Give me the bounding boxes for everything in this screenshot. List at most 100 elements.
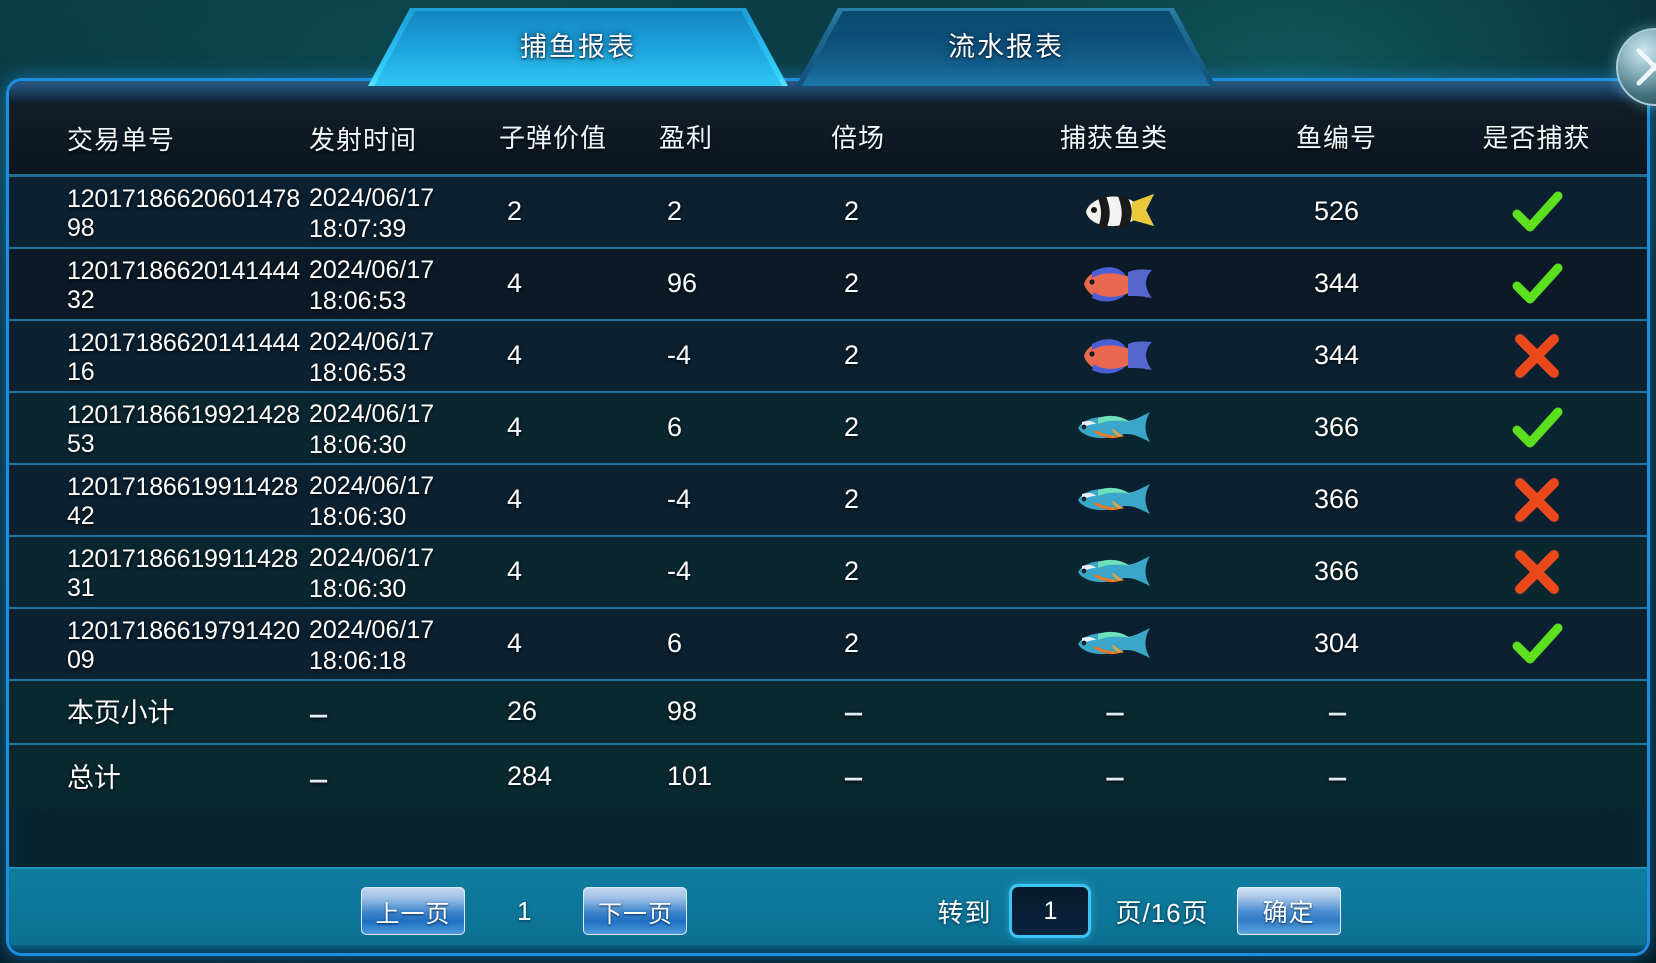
column-header-profit: 盈利 [659, 123, 714, 153]
tab-shape-active [368, 8, 788, 86]
cell-transaction-id: 1201718662014144432 [67, 257, 300, 314]
cross-icon [1509, 544, 1565, 600]
cell-is-caught [1434, 472, 1639, 528]
cell-fire-clock: 18:06:30 [309, 503, 407, 531]
cell-bullet-value: 4 [507, 412, 523, 443]
cell-profit: 6 [667, 412, 683, 443]
current-page-indicator: 1 [517, 895, 532, 926]
summary-fish-dash: --- [1105, 698, 1125, 725]
table-summary: 本页小计 --- 26 98 --- --- --- 总计 --- 284 101 --- --- --- [9, 681, 1647, 809]
column-header-fish-caught: 捕获鱼类 [1059, 123, 1168, 153]
summary-bullet-total: 26 [507, 696, 538, 727]
summary-profit-total: 101 [667, 761, 713, 792]
close-button[interactable] [1616, 28, 1656, 106]
guppyfish-icon [1068, 618, 1160, 670]
column-header-fish-number: 鱼编号 [1295, 123, 1377, 153]
check-icon [1509, 256, 1565, 312]
cell-fire-date: 2024/06/17 [309, 471, 435, 500]
cell-multiplier: 2 [844, 268, 860, 299]
tab-label-fishing-report: 捕鱼报表 [520, 31, 636, 62]
cell-bullet-value: 4 [507, 268, 523, 299]
table-summary-row: 总计 --- 284 101 --- --- --- [9, 745, 1647, 809]
table-row[interactable]: 1201718661979142009 2024/06/17 18:06:18 4 6 2… [9, 609, 1647, 681]
bettafish-icon [1068, 258, 1160, 310]
cell-fire-time: 2024/06/17 18:06:53 [309, 323, 479, 390]
column-header-transaction-id: 交易单号 [67, 124, 176, 155]
cell-fire-clock: 18:07:39 [309, 215, 407, 243]
cell-fish-image [989, 546, 1239, 598]
summary-profit-total: 98 [667, 696, 698, 727]
cell-transaction-id: 1201718662060147898 [67, 185, 300, 242]
cell-fish-image [989, 474, 1239, 526]
cell-fire-clock: 18:06:53 [309, 287, 407, 315]
cell-fire-date: 2024/06/17 [309, 399, 435, 428]
table-row[interactable]: 1201718662014144416 2024/06/17 18:06:53 4 -4… [9, 321, 1647, 393]
cell-transaction-id: 1201718661992142853 [67, 401, 300, 458]
cell-fire-date: 2024/06/17 [309, 255, 435, 284]
report-table: 交易单号 发射时间 子弹价值 盈利 倍场 捕获鱼类 鱼编号 是否捕获 12017… [9, 103, 1647, 809]
cell-bullet-value: 4 [507, 340, 523, 371]
guppyfish-icon [1068, 402, 1160, 454]
cell-bullet-value: 4 [507, 556, 523, 587]
cell-bullet-value: 4 [507, 484, 523, 515]
cell-fire-date: 2024/06/17 [309, 543, 435, 572]
tab-label-transaction-report: 流水报表 [948, 31, 1064, 62]
summary-label: 总计 [67, 763, 121, 794]
cell-multiplier: 2 [844, 196, 860, 227]
cell-is-caught [1434, 400, 1639, 456]
cell-fire-time: 2024/06/17 18:06:18 [309, 611, 479, 678]
cell-fish-image [989, 402, 1239, 454]
cell-profit: 2 [667, 196, 683, 227]
summary-time-dash: --- [309, 700, 328, 727]
cell-fish-number: 366 [1313, 484, 1360, 515]
cell-profit: -4 [667, 556, 692, 587]
next-page-button[interactable]: 下一页 [583, 887, 688, 935]
cell-fire-time: 2024/06/17 18:06:30 [309, 539, 479, 606]
table-row[interactable]: 1201718661992142853 2024/06/17 18:06:30 4 6 2… [9, 393, 1647, 465]
cell-fire-clock: 18:06:53 [309, 359, 407, 387]
tab-fishing-report[interactable]: 捕鱼报表 [368, 8, 788, 86]
table-row[interactable]: 1201718662014144432 2024/06/17 18:06:53 4 96… [9, 249, 1647, 321]
tab-transaction-report[interactable]: 流水报表 [796, 8, 1216, 86]
cell-profit: -4 [667, 484, 692, 515]
check-icon [1509, 616, 1565, 672]
angelfish-icon [1068, 186, 1160, 238]
cell-profit: 96 [667, 268, 698, 299]
cell-fish-number: 366 [1313, 412, 1360, 443]
table-header-row: 交易单号 发射时间 子弹价值 盈利 倍场 捕获鱼类 鱼编号 是否捕获 [9, 103, 1647, 177]
tab-bar: 捕鱼报表 流水报表 [0, 0, 1656, 86]
table-body: 1201718662060147898 2024/06/17 18:07:39 2 2 2… [9, 177, 1647, 681]
cell-fire-time: 2024/06/17 18:06:53 [309, 251, 479, 318]
summary-bullet-total: 284 [507, 761, 553, 792]
table-row[interactable]: 1201718661991142842 2024/06/17 18:06:30 4 -4… [9, 465, 1647, 537]
cell-fire-date: 2024/06/17 [309, 615, 435, 644]
table-row[interactable]: 1201718662060147898 2024/06/17 18:07:39 2 2 2… [9, 177, 1647, 249]
cell-profit: 6 [667, 628, 683, 659]
confirm-button[interactable]: 确定 [1236, 887, 1341, 935]
cell-fish-image [989, 618, 1239, 670]
bettafish-icon [1068, 330, 1160, 382]
cell-multiplier: 2 [844, 340, 860, 371]
goto-page-input[interactable] [1009, 884, 1092, 938]
summary-time-dash: --- [309, 765, 328, 792]
cell-fire-time: 2024/06/17 18:06:30 [309, 395, 479, 462]
cell-fish-number: 366 [1313, 556, 1360, 587]
cell-fish-number: 304 [1313, 628, 1360, 659]
check-icon [1509, 400, 1565, 456]
cell-is-caught [1434, 256, 1639, 312]
table-summary-row: 本页小计 --- 26 98 --- --- --- [9, 681, 1647, 745]
column-header-is-caught: 是否捕获 [1482, 123, 1591, 153]
cell-profit: -4 [667, 340, 692, 371]
prev-page-button[interactable]: 上一页 [361, 887, 465, 935]
guppyfish-icon [1068, 474, 1160, 526]
report-panel: 交易单号 发射时间 子弹价值 盈利 倍场 捕获鱼类 鱼编号 是否捕获 12017… [6, 78, 1650, 956]
column-header-multiplier: 倍场 [831, 123, 886, 153]
cell-fish-number: 526 [1313, 196, 1360, 227]
table-row[interactable]: 1201718661991142831 2024/06/17 18:06:30 4 -4… [9, 537, 1647, 609]
cell-fire-clock: 18:06:18 [309, 647, 407, 675]
cell-fish-image [989, 330, 1239, 382]
cell-fire-time: 2024/06/17 18:06:30 [309, 467, 479, 534]
summary-fish-number-dash: --- [1328, 763, 1347, 790]
cross-icon [1509, 328, 1565, 384]
cross-icon [1509, 472, 1565, 528]
